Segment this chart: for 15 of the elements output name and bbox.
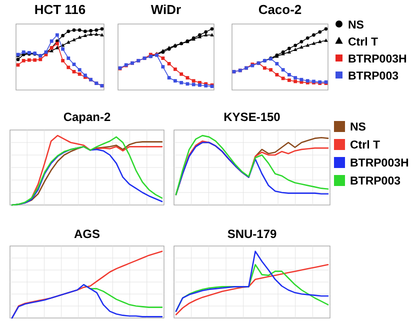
legend-label: Ctrl T	[348, 36, 378, 48]
legend-label: Ctrl T	[350, 140, 380, 152]
chart-title: KYSE-150	[224, 110, 281, 124]
legend-label: NS	[348, 20, 364, 32]
chart-title: SNU-179	[227, 227, 277, 241]
chart-title: WiDr	[150, 2, 182, 17]
legend-label: NS	[350, 122, 366, 134]
chart-title: AGS	[74, 227, 100, 241]
legend-label: BTRP003H	[348, 54, 407, 66]
chart-title: Caco-2	[258, 2, 302, 17]
chart-title: HCT 116	[34, 2, 86, 17]
legend-label: BTRP003	[350, 176, 400, 188]
chart-title: Capan-2	[63, 110, 111, 124]
legend-label: BTRP003	[348, 70, 398, 82]
legend-label: BTRP003H	[350, 158, 409, 170]
